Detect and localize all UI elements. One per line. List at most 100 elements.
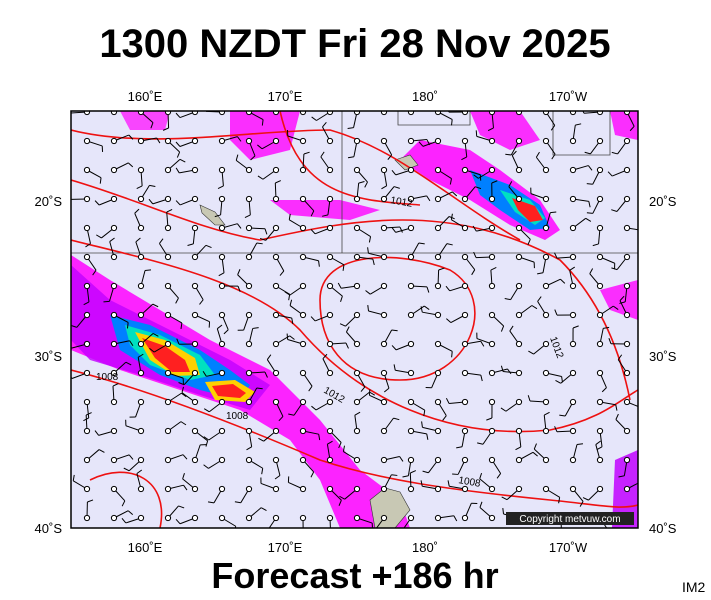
station-dot bbox=[407, 111, 415, 116]
station-dot bbox=[191, 514, 199, 522]
station-dot bbox=[542, 137, 550, 145]
barb-staff bbox=[473, 174, 479, 179]
station-dot bbox=[110, 253, 118, 261]
barb-staff bbox=[256, 242, 263, 245]
barb-staff bbox=[99, 177, 102, 184]
station-dot bbox=[299, 456, 307, 464]
station-dot bbox=[380, 253, 388, 261]
station-dot bbox=[569, 111, 577, 116]
barb-staff bbox=[447, 480, 450, 487]
station-dot bbox=[191, 111, 199, 116]
station-dot bbox=[191, 398, 199, 406]
lat-label: 30˚S bbox=[649, 349, 677, 364]
barb-staff bbox=[181, 386, 184, 393]
station-dot bbox=[326, 311, 334, 319]
station-dot bbox=[515, 253, 523, 261]
station-dot bbox=[407, 427, 415, 435]
barb-staff bbox=[582, 497, 589, 501]
barb-staff bbox=[310, 471, 315, 478]
station-dot bbox=[623, 369, 631, 377]
lon-label: 170˚E bbox=[268, 540, 303, 555]
barb-staff bbox=[615, 404, 618, 411]
barb-staff bbox=[289, 335, 295, 340]
barb-staff bbox=[480, 375, 483, 382]
station-dot bbox=[191, 485, 199, 493]
station-dot bbox=[110, 137, 118, 145]
barb-staff bbox=[159, 238, 164, 244]
barb-staff bbox=[322, 353, 328, 359]
station-dot bbox=[515, 166, 523, 174]
barb-staff bbox=[156, 137, 161, 144]
station-dot bbox=[245, 311, 253, 319]
station-dot bbox=[542, 427, 550, 435]
barb-staff bbox=[611, 267, 618, 271]
barb-staff bbox=[318, 260, 320, 267]
station-dot bbox=[218, 224, 226, 232]
station-dot bbox=[326, 340, 334, 348]
barb-staff bbox=[291, 317, 294, 324]
station-dot bbox=[380, 195, 388, 203]
barb-staff bbox=[500, 365, 504, 372]
barb-staff bbox=[588, 201, 591, 208]
barb-staff bbox=[303, 151, 310, 155]
barb-staff bbox=[136, 185, 143, 189]
barb-staff bbox=[338, 500, 342, 506]
station-dot bbox=[83, 224, 91, 232]
station-dot bbox=[272, 369, 280, 377]
station-dot bbox=[353, 311, 361, 319]
barb-staff bbox=[611, 209, 618, 212]
barb-staff bbox=[182, 454, 188, 460]
station-dot bbox=[272, 311, 280, 319]
barb-staff bbox=[311, 116, 317, 121]
station-dot bbox=[380, 137, 388, 145]
station-dot bbox=[137, 427, 145, 435]
isobar-labels: 1012 1008 1012 1008 1008 1012 bbox=[96, 195, 565, 490]
barb-staff bbox=[261, 468, 264, 475]
station-dot bbox=[515, 111, 523, 116]
station-dot bbox=[569, 485, 577, 493]
barb-staff bbox=[451, 351, 453, 358]
station-dot bbox=[164, 224, 172, 232]
station-dot bbox=[488, 456, 496, 464]
barb-staff bbox=[585, 217, 592, 222]
barb-staff bbox=[496, 473, 502, 479]
station-dot bbox=[488, 485, 496, 493]
station-dot bbox=[326, 253, 334, 261]
barb-staff bbox=[179, 158, 186, 163]
barb-staff bbox=[340, 295, 343, 302]
lon-labels: 160˚E 170˚E 180˚ 170˚W 160˚E 170˚E 180˚ … bbox=[128, 89, 588, 555]
station-dot bbox=[110, 427, 118, 435]
station-dot bbox=[272, 166, 280, 174]
barb-staff bbox=[205, 440, 209, 447]
station-dot bbox=[110, 111, 118, 116]
station-dot bbox=[83, 111, 91, 116]
station-dot bbox=[83, 485, 91, 493]
station-dot bbox=[164, 137, 172, 145]
station-dot bbox=[569, 166, 577, 174]
station-dot bbox=[83, 456, 91, 464]
barb-staff bbox=[569, 266, 575, 271]
station-dot bbox=[569, 137, 577, 145]
map-frame bbox=[70, 110, 639, 529]
barb-staff bbox=[137, 353, 144, 358]
station-dot bbox=[272, 398, 280, 406]
station-dot bbox=[218, 369, 226, 377]
station-dot bbox=[299, 137, 307, 145]
barb-staff bbox=[589, 268, 594, 274]
station-dot bbox=[164, 253, 172, 261]
station-dot bbox=[623, 427, 631, 435]
station-dot bbox=[623, 253, 631, 261]
station-dot bbox=[299, 166, 307, 174]
station-dot bbox=[164, 166, 172, 174]
barb-staff bbox=[387, 154, 393, 160]
station-dot bbox=[272, 195, 280, 203]
station-dot bbox=[380, 398, 388, 406]
barb-staff bbox=[274, 475, 281, 480]
station-dot bbox=[191, 195, 199, 203]
station-dot bbox=[596, 398, 604, 406]
station-dot bbox=[623, 398, 631, 406]
barb-staff bbox=[554, 309, 558, 316]
barb-staff bbox=[261, 119, 264, 126]
station-dot bbox=[83, 166, 91, 174]
barb-staff bbox=[327, 440, 333, 445]
